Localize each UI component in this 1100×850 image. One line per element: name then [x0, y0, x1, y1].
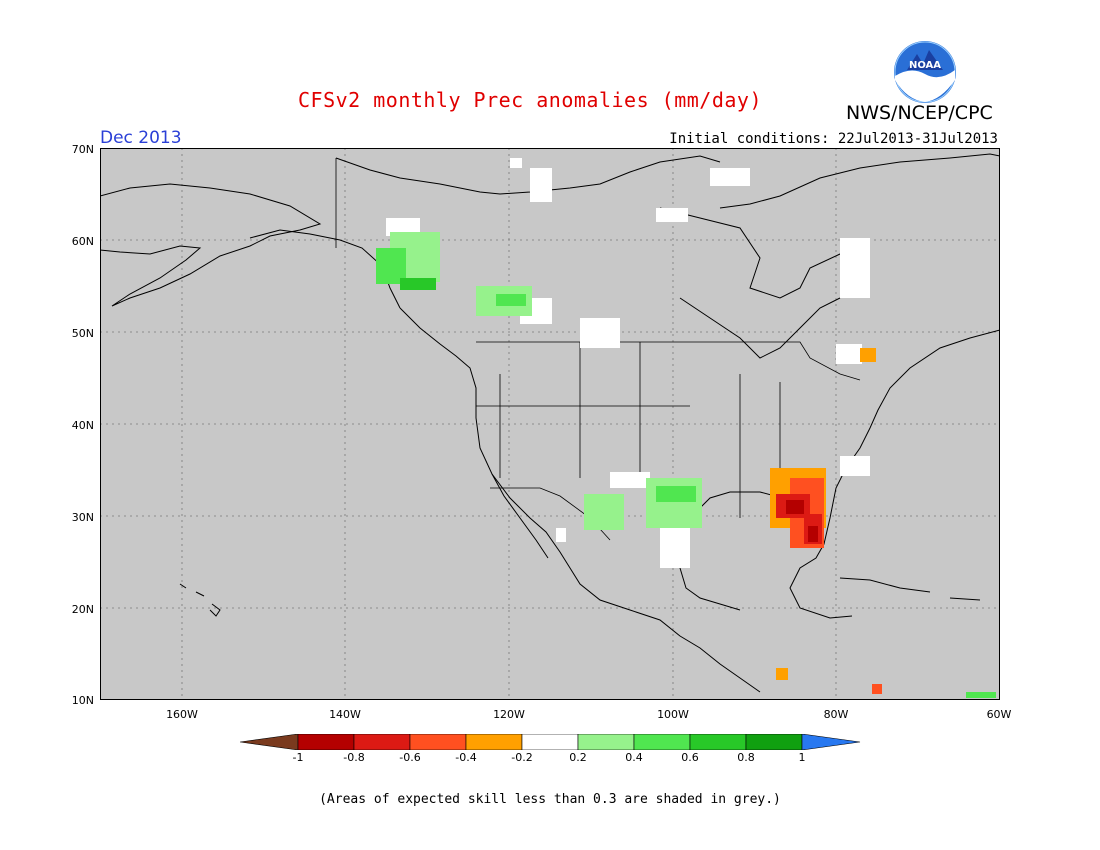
anomaly-shading	[376, 158, 996, 698]
lat-label: 70N	[71, 143, 94, 156]
lon-label: 60W	[986, 708, 1012, 721]
anomaly-map	[100, 148, 1000, 700]
logo-text: NOAA	[909, 60, 941, 71]
chart-title: CFSv2 monthly Prec anomalies (mm/day)	[0, 88, 1100, 112]
lon-label: 160W	[166, 708, 198, 721]
coastlines	[100, 153, 1000, 693]
colorbar-label: 0.2	[569, 751, 587, 764]
lat-label: 60N	[71, 235, 94, 248]
colorbar-label: 0.4	[625, 751, 643, 764]
political-borders	[335, 158, 861, 541]
lon-label: 80W	[823, 708, 849, 721]
lat-label: 30N	[71, 511, 94, 524]
colorbar-label: -0.4	[455, 751, 477, 764]
initial-conditions: Initial conditions: 22Jul2013-31Jul2013	[669, 131, 998, 147]
lat-label: 50N	[71, 327, 94, 340]
colorbar-label: -0.2	[511, 751, 533, 764]
lat-label: 10N	[71, 694, 94, 707]
skill-footnote: (Areas of expected skill less than 0.3 a…	[319, 792, 781, 807]
valid-month: Dec 2013	[100, 128, 182, 148]
colorbar-label: 1	[798, 751, 806, 764]
noaa-logo-icon: NOAA	[894, 41, 956, 103]
lon-label: 120W	[493, 708, 525, 721]
colorbar-label: -1	[292, 751, 304, 764]
lon-label: 140W	[329, 708, 361, 721]
title-text: CFSv2 monthly Prec anomalies (mm/day)	[297, 88, 763, 112]
lat-label: 40N	[71, 419, 94, 432]
lon-label: 100W	[657, 708, 689, 721]
colorbar-label: -0.8	[343, 751, 365, 764]
org-label: NWS/NCEP/CPC	[846, 102, 993, 124]
colorbar-label: -0.6	[399, 751, 421, 764]
colorbar	[240, 734, 861, 750]
lat-label: 20N	[71, 603, 94, 616]
colorbar-label: 0.6	[681, 751, 699, 764]
colorbar-label: 0.8	[737, 751, 755, 764]
